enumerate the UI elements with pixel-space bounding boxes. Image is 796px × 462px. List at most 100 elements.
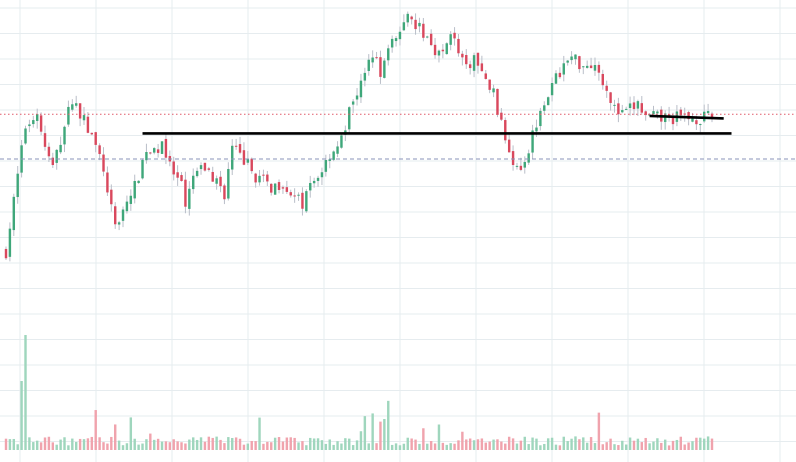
volume-bar: [258, 417, 261, 450]
volume-bar: [309, 437, 312, 450]
candle-down: [410, 16, 413, 20]
volume-bar: [492, 439, 495, 450]
candle-up: [492, 88, 495, 93]
candle-up: [71, 104, 74, 110]
candle-up: [336, 146, 339, 154]
candle-down: [211, 171, 214, 182]
volume-bar: [394, 443, 398, 450]
candle-down: [172, 161, 175, 175]
candle-up: [117, 222, 121, 225]
candle-down: [511, 151, 515, 166]
volume-bar: [500, 441, 503, 450]
volume-bar: [550, 437, 554, 450]
volume-bar: [511, 438, 515, 450]
volume-bar: [223, 443, 226, 450]
volume-bar: [628, 437, 632, 450]
volume-bar: [32, 442, 35, 450]
volume-bar: [660, 442, 663, 450]
volume-bar: [344, 438, 347, 450]
candle-up: [75, 103, 78, 106]
volume-bar: [211, 437, 214, 450]
candle-down: [441, 49, 445, 52]
volume-bar: [168, 442, 172, 450]
volume-bar: [129, 417, 133, 450]
volume-bar: [266, 441, 269, 450]
candle-up: [82, 115, 86, 121]
candle-down: [500, 112, 503, 120]
volume-bar: [515, 443, 519, 450]
volume-bar: [699, 437, 702, 450]
volume-bar: [242, 444, 246, 450]
candle-up: [550, 83, 554, 96]
volume-bar: [531, 437, 534, 450]
volume-bar: [24, 335, 27, 450]
candle-up: [67, 106, 70, 125]
volume-bar: [125, 443, 129, 450]
volume-bar: [195, 439, 199, 450]
volume-bar: [621, 440, 624, 450]
candle-down: [461, 53, 464, 58]
volume-bar: [78, 438, 82, 450]
volume-bar: [351, 445, 355, 450]
candle-up: [367, 59, 370, 71]
volume-bar: [359, 431, 363, 450]
volume-bar: [297, 442, 300, 450]
candle-up: [648, 114, 651, 116]
candle-down: [207, 168, 211, 170]
volume-bar: [285, 437, 289, 450]
candle-up: [585, 65, 589, 68]
candle-down: [254, 173, 257, 183]
candle-down: [47, 146, 51, 157]
volume-bar: [519, 440, 523, 450]
volume-bar: [383, 419, 386, 450]
candle-up: [574, 54, 577, 60]
volume-bar: [507, 436, 511, 450]
volume-bar: [98, 437, 101, 450]
volume-bar: [675, 439, 679, 450]
candle-down: [617, 103, 620, 115]
volume-bar: [437, 424, 441, 450]
volume-bar: [28, 437, 31, 450]
candle-up: [28, 124, 31, 127]
candle-down: [667, 114, 671, 116]
candle-up: [582, 66, 585, 68]
volume-bar: [156, 438, 160, 450]
volume-bar: [250, 440, 253, 450]
candle-up: [546, 97, 550, 106]
candle-up: [691, 118, 694, 122]
candle-up: [215, 178, 218, 184]
volume-bar: [546, 438, 550, 450]
volume-bar: [4, 438, 8, 450]
volume-bar: [8, 439, 12, 450]
candle-down: [149, 152, 152, 154]
candle-down: [519, 165, 523, 170]
volume-bar: [480, 438, 484, 450]
volume-bar: [141, 443, 144, 450]
candle-up: [188, 188, 191, 209]
candle-down: [184, 179, 187, 207]
volume-bar: [644, 437, 647, 450]
volume-bar: [289, 437, 292, 450]
volume-bar: [55, 444, 58, 450]
candle-down: [43, 133, 47, 147]
candle-up: [145, 152, 148, 161]
volume-bar: [570, 438, 573, 450]
volume-bar: [16, 444, 19, 450]
candle-down: [457, 38, 460, 54]
volume-bar: [691, 441, 694, 450]
candle-up: [621, 110, 624, 113]
candle-down: [468, 64, 472, 69]
volume-bar: [149, 433, 152, 450]
volume-bar: [110, 436, 113, 450]
candle-up: [59, 144, 62, 153]
candle-down: [293, 195, 296, 197]
candle-down: [679, 109, 683, 116]
candle-down: [429, 33, 433, 46]
volume-bar: [227, 437, 230, 450]
price-candles: [4, 11, 714, 262]
volume-bar: [574, 436, 577, 450]
candle-up: [305, 191, 308, 212]
volume-bar: [340, 443, 343, 450]
volume-bar: [496, 439, 499, 450]
volume-bar: [582, 437, 585, 450]
